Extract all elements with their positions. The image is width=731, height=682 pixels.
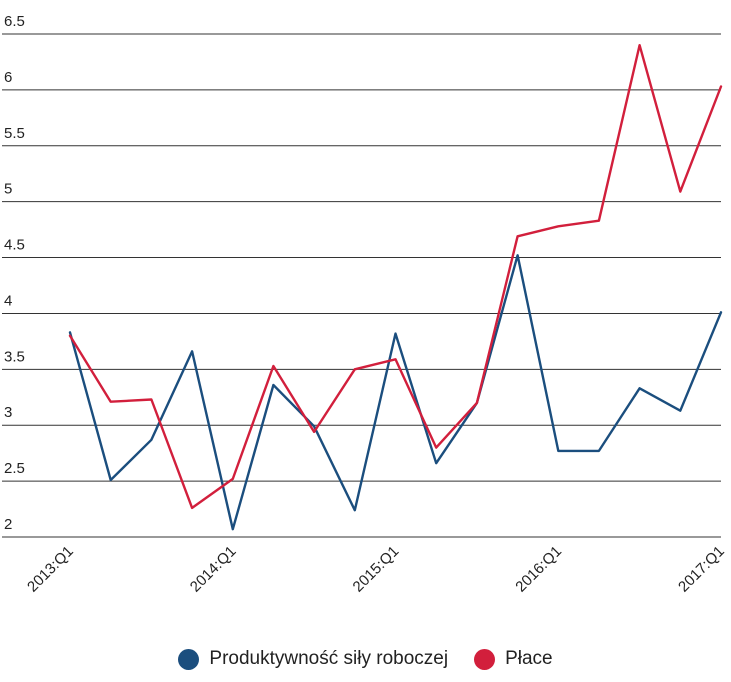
y-tick-label: 5 xyxy=(4,181,12,198)
y-tick-label: 4 xyxy=(4,292,12,309)
legend-label-productivity: Produktywność siły roboczej xyxy=(209,648,449,669)
x-tick-label: 2017:Q1 xyxy=(675,543,728,596)
series-line-wages xyxy=(68,44,723,510)
y-tick-label: 3 xyxy=(4,404,12,421)
y-tick-label: 6 xyxy=(4,69,12,86)
series-line-productivity xyxy=(68,254,723,531)
x-axis-tick-labels: 2013:Q1 2014:Q1 2015:Q1 2016:Q1 2017:Q1 xyxy=(24,543,728,596)
line-chart: 6.5 6 5.5 5 4.5 4 3.5 3 2.5 2 2013:Q1 2014:Q1 2015:… xyxy=(2,13,728,596)
x-tick-label: 2013:Q1 xyxy=(24,543,77,596)
legend-label-wages: Płace xyxy=(505,648,553,669)
legend-marker-wages xyxy=(474,648,496,670)
x-tick-label: 2014:Q1 xyxy=(187,543,240,596)
legend-item-productivity[interactable]: Produktywność siły roboczej xyxy=(178,648,448,670)
x-tick-label: 2015:Q1 xyxy=(350,543,403,596)
y-tick-label: 5.5 xyxy=(4,125,25,142)
x-tick-label: 2016:Q1 xyxy=(512,543,565,596)
y-tick-label: 6.5 xyxy=(4,13,25,30)
y-tick-label: 2.5 xyxy=(4,460,25,477)
legend-item-wages[interactable]: Płace xyxy=(474,648,553,670)
legend-marker-productivity xyxy=(178,648,200,670)
gridlines xyxy=(2,33,721,538)
y-tick-label: 3.5 xyxy=(4,348,25,365)
y-tick-label: 2 xyxy=(4,516,12,533)
y-tick-label: 4.5 xyxy=(4,237,25,254)
series-lines xyxy=(68,44,723,531)
y-axis-tick-labels: 6.5 6 5.5 5 4.5 4 3.5 3 2.5 2 xyxy=(4,13,25,533)
legend: Produktywność siły roboczej Płace xyxy=(0,648,731,670)
